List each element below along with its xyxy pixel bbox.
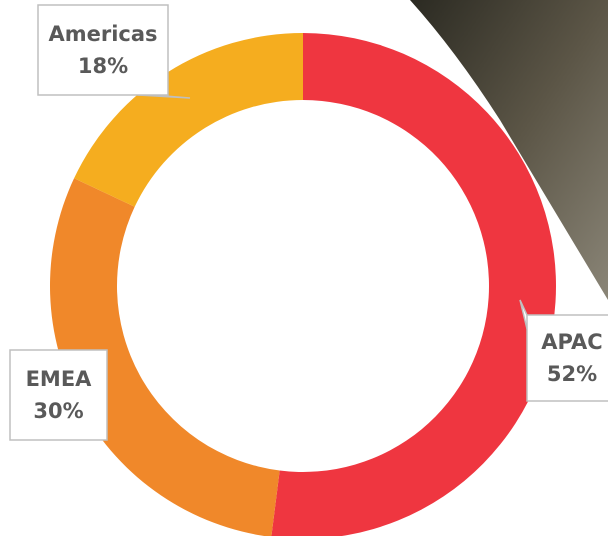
page: {"chart_data": {"type": "donut", "catego…: [0, 0, 608, 536]
value-label: 18%: [78, 54, 128, 78]
value-label: 52%: [547, 362, 597, 386]
value-label: 30%: [33, 399, 83, 423]
category-label: Americas: [48, 22, 157, 46]
chart: APAC 52% EMEA 30% Americas 18%: [0, 0, 608, 536]
category-label: APAC: [541, 330, 602, 354]
category-label: EMEA: [26, 367, 93, 391]
callout-box: [10, 350, 107, 440]
callout-box: [38, 5, 168, 95]
donut: [50, 33, 556, 536]
callout-box: [527, 315, 608, 401]
